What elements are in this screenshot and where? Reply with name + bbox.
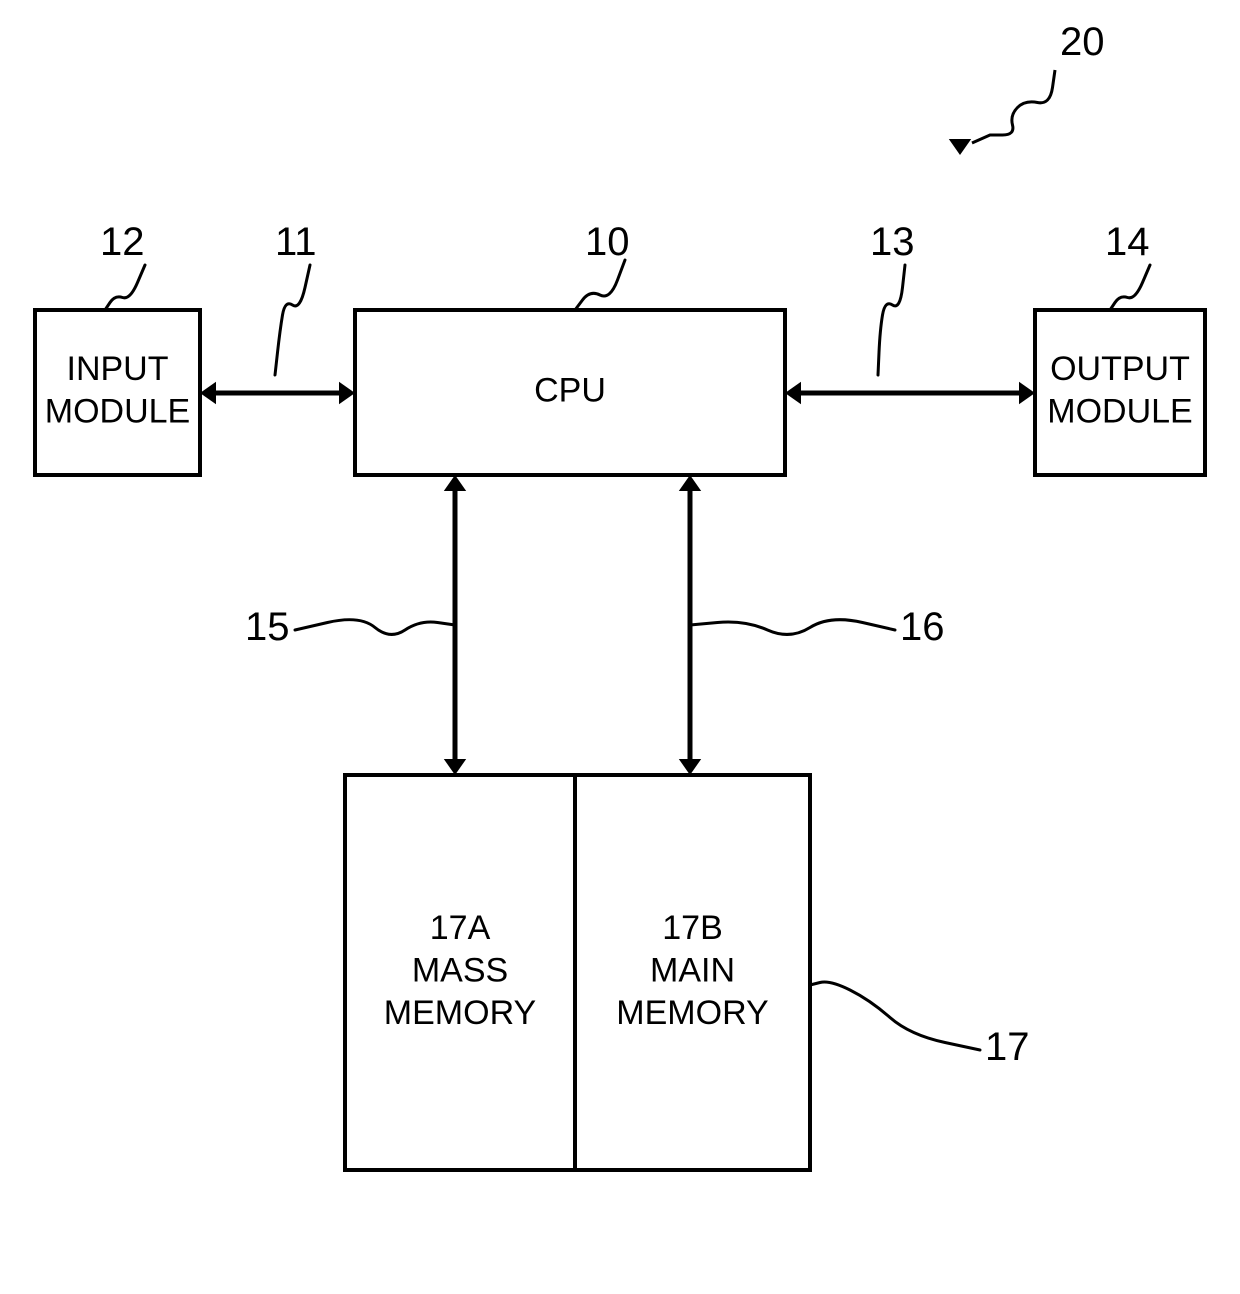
ref-15-leader (295, 620, 455, 635)
ref-14-leader (1110, 265, 1150, 310)
ref-17-label: 17 (985, 1025, 1030, 1069)
main-memory-box-label: MAIN (650, 951, 735, 989)
ref-13-label: 13 (870, 220, 915, 264)
ref-10-label: 10 (585, 220, 630, 264)
ref-20-label: 20 (1060, 20, 1105, 64)
ref-12-label: 12 (100, 220, 145, 264)
input-module-box-label: MODULE (45, 393, 190, 431)
ref-10-leader (575, 260, 625, 310)
ref-20-leader (972, 70, 1055, 143)
cpu-box-label: CPU (534, 371, 606, 409)
mass-memory-box-label: MASS (412, 951, 508, 989)
ref-12-leader (105, 265, 145, 310)
output-module-box-label: OUTPUT (1050, 350, 1190, 388)
ref-17-leader (810, 982, 980, 1050)
mass-memory-box-label: MEMORY (384, 994, 536, 1032)
ref-13-leader (878, 265, 905, 375)
output-module-box-label: MODULE (1047, 393, 1192, 431)
main-memory-box-label: MEMORY (616, 994, 768, 1032)
input-module-box-label: INPUT (67, 350, 169, 388)
main-memory-box-label: 17B (662, 909, 723, 947)
ref-11-leader (275, 265, 310, 375)
ref-16-leader (690, 620, 895, 635)
mass-memory-box-label: 17A (430, 909, 491, 947)
ref-15-label: 15 (245, 605, 290, 649)
ref-14-label: 14 (1105, 220, 1150, 264)
block-diagram: INPUT MODULE CPU OUTPUT MODULE 17A MASS MEMORY 1… (0, 0, 1240, 1294)
ref-16-label: 16 (900, 605, 945, 649)
ref-11-label: 11 (275, 220, 317, 264)
